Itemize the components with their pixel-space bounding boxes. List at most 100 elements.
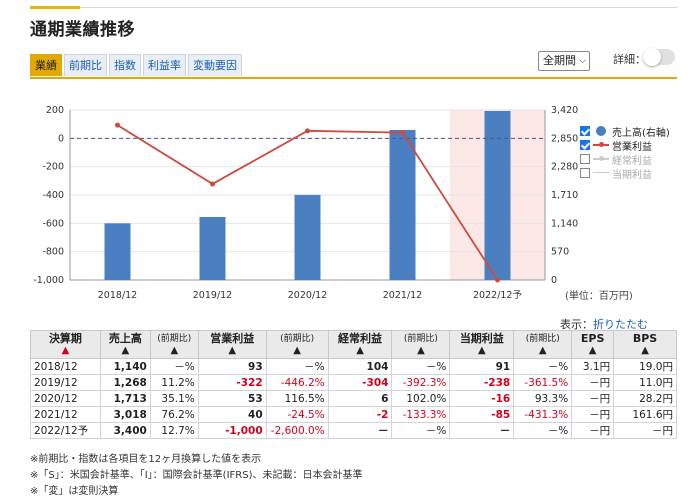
- cell-op: 53: [197, 390, 267, 407]
- cell-op: 93: [197, 358, 267, 375]
- table-row: 2019/12 1,268 11.2% -322 -446.2% -304 -392.3% -…: [30, 374, 677, 391]
- period-select[interactable]: 全期間 ⌵: [538, 51, 590, 71]
- display-label: 表示：: [560, 318, 593, 331]
- header-bps[interactable]: BPS ▲: [613, 330, 677, 359]
- cell-net: -238: [449, 374, 515, 391]
- cell-period: 2021/12: [30, 406, 101, 423]
- right-tick-label: 1,140: [551, 218, 578, 229]
- header-ordinary[interactable]: 経常利益 ▲: [327, 330, 393, 359]
- header-operating[interactable]: 営業利益 ▲: [197, 330, 267, 359]
- cell-net-yoy: -431.3%: [513, 406, 573, 423]
- collapse-link[interactable]: 折りたたむ: [593, 318, 648, 331]
- cell-ord: 104: [327, 358, 393, 375]
- left-tick-label: -1,000: [33, 275, 64, 286]
- cell-sales-yoy: －%: [149, 358, 199, 375]
- legend-item-ordinary[interactable]: 経常利益: [580, 152, 670, 167]
- sort-icon[interactable]: ▲: [588, 344, 597, 356]
- cell-net-yoy: －%: [513, 358, 573, 375]
- header-period[interactable]: 決算期 ▲: [30, 330, 101, 359]
- tab-margin[interactable]: 利益率: [143, 54, 186, 76]
- sort-icon[interactable]: ▲: [641, 344, 649, 356]
- cell-bps: 28.2円: [613, 390, 677, 407]
- cell-eps: －円: [571, 374, 615, 391]
- sort-icon[interactable]: ▲: [417, 344, 425, 356]
- bar-sales: [484, 110, 511, 280]
- left-tick-label: 200: [46, 105, 64, 116]
- period-select-value: 全期間: [543, 54, 576, 67]
- header-net[interactable]: 当期利益 ▲: [449, 330, 515, 359]
- display-control: 表示：折りたたむ: [560, 316, 648, 332]
- toggle-knob: [643, 48, 661, 66]
- legend-checkbox-sales[interactable]: [580, 126, 590, 136]
- chevron-down-icon: ⌵: [579, 56, 586, 66]
- sort-icon[interactable]: ▲: [228, 344, 237, 356]
- table-row: 2021/12 3,018 76.2% 40 -24.5% -2 -133.3% -85 -43…: [30, 406, 677, 423]
- tab-yoy[interactable]: 前期比: [64, 54, 107, 76]
- legend-checkbox-operating[interactable]: [580, 140, 590, 150]
- cell-ord: -304: [327, 374, 393, 391]
- cell-sales: 1,713: [99, 390, 151, 407]
- tab-gyoseki[interactable]: 業績: [30, 54, 62, 76]
- cell-sales-yoy: 11.2%: [149, 374, 199, 391]
- title-accent-bar: [30, 6, 80, 9]
- header-net-yoy[interactable]: (前期比) ▲: [513, 330, 573, 359]
- header-sales-yoy[interactable]: (前期比) ▲: [149, 330, 199, 359]
- cell-op-yoy: －%: [265, 358, 329, 375]
- bar-sales: [389, 129, 416, 280]
- header-sales[interactable]: 売上高 ▲: [99, 330, 151, 359]
- cell-op-yoy: -24.5%: [265, 406, 329, 423]
- x-tick-label: 2022/12予: [473, 290, 522, 301]
- cell-period: 2018/12: [30, 358, 101, 375]
- cell-bps: －円: [613, 422, 677, 439]
- cell-sales: 1,268: [99, 374, 151, 391]
- legend-item-operating[interactable]: 営業利益: [580, 138, 670, 153]
- legend-line-symbol-icon: [593, 140, 609, 150]
- bar-sales: [199, 216, 226, 280]
- right-tick-label: 2,280: [551, 162, 578, 173]
- cell-ord-yoy: －%: [391, 422, 451, 439]
- sort-desc-icon[interactable]: ▲: [61, 344, 70, 356]
- cell-op: -1,000: [197, 422, 267, 439]
- cell-period: 2022/12予: [30, 422, 101, 439]
- page-title: 通期業績推移: [30, 20, 135, 40]
- cell-op: -322: [197, 374, 267, 391]
- sort-icon[interactable]: ▲: [538, 344, 547, 356]
- cell-net-yoy: 93.3%: [513, 390, 573, 407]
- cell-op: 40: [197, 406, 267, 423]
- legend-dash-symbol-icon: [593, 168, 609, 178]
- right-tick-label: 0: [551, 275, 557, 286]
- tab-index[interactable]: 指数: [109, 54, 141, 76]
- sort-icon[interactable]: ▲: [356, 344, 364, 356]
- sort-icon[interactable]: ▲: [293, 344, 301, 356]
- header-ordinary-yoy[interactable]: (前期比) ▲: [391, 330, 451, 359]
- title-divider: [80, 7, 677, 8]
- left-tick-label: -600: [42, 218, 64, 229]
- legend-item-sales[interactable]: 売上高(右軸): [580, 124, 670, 139]
- cell-net-yoy: -361.5%: [513, 374, 573, 391]
- table-header-row: 決算期 ▲ 売上高 ▲ (前期比) ▲ 営業利益 ▲ (前期比) ▲ 経常利益 ▲ (前期比…: [30, 330, 677, 359]
- legend-checkbox-net[interactable]: [580, 168, 590, 178]
- performance-table: 決算期 ▲ 売上高 ▲ (前期比) ▲ 営業利益 ▲ (前期比) ▲ 経常利益 ▲ (前期比…: [30, 330, 677, 439]
- bar-sales: [294, 194, 321, 280]
- cell-net: －: [449, 422, 515, 439]
- header-operating-yoy[interactable]: (前期比) ▲: [265, 330, 329, 359]
- header-eps[interactable]: EPS ▲: [571, 330, 615, 359]
- cell-sales: 3,400: [99, 422, 151, 439]
- detail-toggle[interactable]: [643, 48, 675, 66]
- cell-net: -16: [449, 390, 515, 407]
- cell-sales-yoy: 35.1%: [149, 390, 199, 407]
- sort-icon[interactable]: ▲: [170, 344, 179, 356]
- x-tick-label: 2020/12: [288, 290, 327, 301]
- tab-underline: [30, 77, 677, 79]
- legend-checkbox-ordinary[interactable]: [580, 154, 590, 164]
- left-tick-label: -200: [42, 162, 64, 173]
- tab-factors[interactable]: 変動要因: [188, 54, 242, 76]
- legend-label-sales: 売上高(右軸): [612, 127, 670, 139]
- x-tick-label: 2018/12: [98, 290, 137, 301]
- sort-icon[interactable]: ▲: [121, 344, 130, 356]
- cell-net: 91: [449, 358, 515, 375]
- footnote: ※「変」は変則決算: [30, 486, 119, 497]
- legend-item-net[interactable]: 当期利益: [580, 166, 670, 181]
- cell-ord: -2: [327, 406, 393, 423]
- sort-icon[interactable]: ▲: [477, 344, 486, 356]
